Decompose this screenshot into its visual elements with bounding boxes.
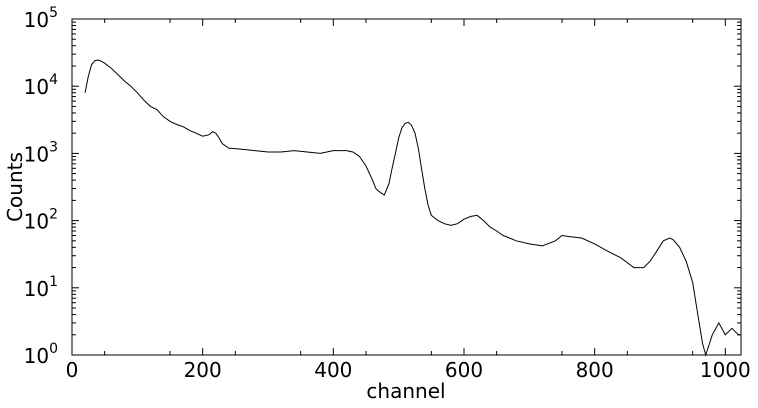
y-axis-ticks: 100 101 102 103 104 105 — [24, 5, 741, 368]
x-tick-label: 0 — [66, 358, 79, 382]
x-tick-label: 600 — [445, 358, 483, 382]
x-axis-ticks: 0 200 400 600 800 1000 — [66, 19, 751, 382]
y-tick-label: 101 — [24, 274, 58, 301]
plot-frame — [71, 18, 742, 356]
y-tick-label: 104 — [24, 72, 58, 99]
x-tick-label: 400 — [314, 358, 352, 382]
y-axis-title: Counts — [3, 152, 27, 222]
x-tick-label: 200 — [184, 358, 222, 382]
y-tick-label: 102 — [24, 207, 58, 234]
y-tick-label: 103 — [24, 139, 58, 166]
y-tick-label: 100 — [24, 341, 58, 368]
x-tick-label: 800 — [576, 358, 614, 382]
x-axis-title: channel — [366, 379, 445, 403]
x-tick-label: 1000 — [700, 358, 751, 382]
spectrum-line — [84, 59, 741, 357]
y-tick-label: 105 — [24, 5, 58, 32]
